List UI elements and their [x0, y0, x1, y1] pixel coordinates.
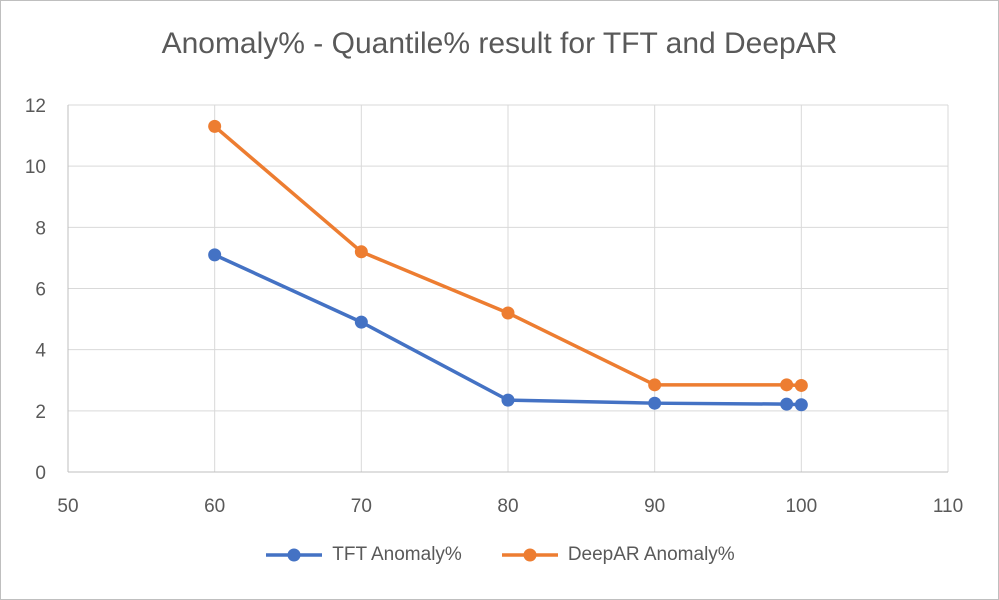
- legend-label: DeepAR Anomaly%: [567, 544, 735, 565]
- data-point-deepar: [354, 245, 368, 259]
- x-tick-label: 80: [497, 496, 518, 517]
- legend-label: TFT Anomaly%: [332, 544, 462, 565]
- legend: TFT Anomaly% DeepAR Anomaly%: [1, 544, 998, 566]
- data-point-deepar: [501, 306, 515, 320]
- y-tick-label: 6: [35, 280, 46, 301]
- data-point-deepar: [208, 119, 222, 133]
- data-point-tft: [208, 248, 222, 262]
- legend-swatch: [266, 548, 323, 562]
- x-tick-label: 90: [644, 496, 665, 517]
- legend-swatch: [501, 548, 558, 562]
- x-tick-label: 60: [204, 496, 225, 517]
- x-tick-label: 100: [785, 496, 817, 517]
- data-point-tft: [501, 393, 515, 407]
- data-point-deepar: [648, 378, 662, 392]
- legend-item: TFT Anomaly%: [264, 544, 462, 566]
- x-tick-label: 110: [933, 496, 963, 517]
- legend-marker: [523, 548, 537, 562]
- legend-marker: [287, 548, 301, 562]
- x-tick-label: 50: [57, 496, 78, 517]
- data-point-tft: [354, 315, 368, 329]
- data-point-tft: [780, 397, 794, 411]
- data-point-deepar: [794, 378, 808, 392]
- y-tick-label: 4: [35, 341, 46, 362]
- x-tick-label: 70: [351, 496, 372, 517]
- legend-item: DeepAR Anomaly%: [500, 544, 735, 566]
- data-point-tft: [648, 396, 662, 410]
- y-tick-label: 8: [35, 218, 46, 239]
- y-tick-label: 2: [35, 402, 46, 423]
- chart-title: Anomaly% - Quantile% result for TFT and …: [161, 27, 838, 60]
- y-tick-label: 12: [25, 96, 46, 117]
- data-point-tft: [794, 398, 808, 412]
- y-tick-label: 0: [35, 463, 46, 484]
- y-tick-label: 10: [25, 157, 46, 178]
- data-point-deepar: [780, 378, 794, 392]
